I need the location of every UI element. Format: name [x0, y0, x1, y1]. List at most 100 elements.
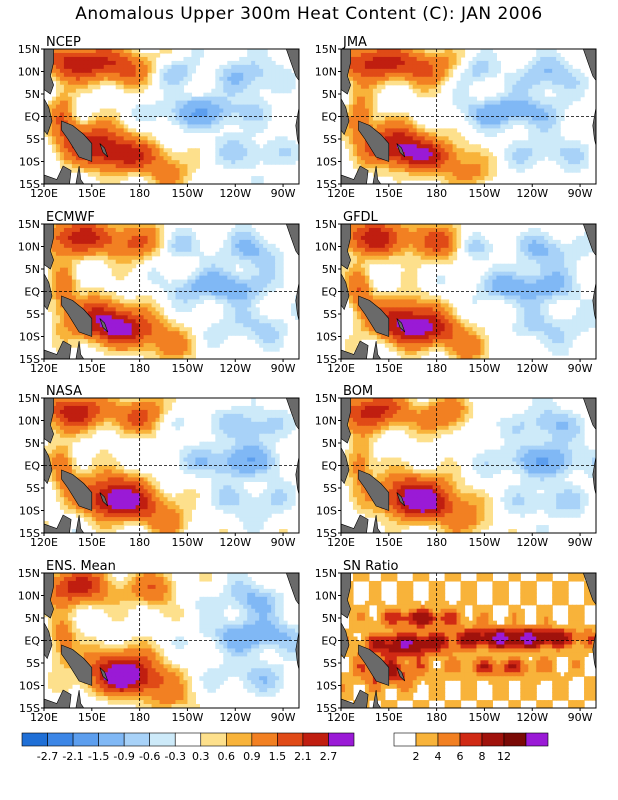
- heatmap-cell: [271, 323, 276, 328]
- heatmap-cell: [139, 112, 145, 118]
- heatmap-cell: [51, 307, 57, 312]
- heatmap-cell: [516, 72, 521, 78]
- heatmap-cell: [400, 148, 406, 153]
- heatmap-cell: [548, 152, 553, 157]
- heatmap-cell: [392, 136, 398, 141]
- heatmap-cell: [259, 148, 264, 153]
- heatmap-cell: [271, 275, 276, 281]
- heatmap-cell: [416, 247, 422, 253]
- heatmap-cell: [368, 227, 374, 233]
- heatmap-cell: [392, 227, 398, 233]
- heatmap-cell: [243, 259, 248, 265]
- heatmap-cell: [195, 295, 200, 301]
- heatmap-cell: [512, 140, 517, 145]
- heatmap-cell: [348, 92, 354, 98]
- heatmap-cell: [103, 180, 109, 184]
- heatmap-cell: [436, 255, 442, 261]
- heatmap-cell: [376, 49, 382, 54]
- heatmap-cell: [348, 243, 354, 249]
- heatmap-cell: [400, 76, 406, 82]
- heatmap-cell: [143, 176, 149, 181]
- heatmap-cell: [139, 247, 145, 253]
- heatmap-cell: [420, 247, 426, 253]
- heatmap-cell: [227, 295, 232, 301]
- heatmap-cell: [219, 279, 224, 285]
- heatmap-cell: [516, 88, 521, 94]
- heatmap-cell: [231, 76, 236, 82]
- heatmap-cell: [63, 283, 69, 289]
- heatmap-cell: [255, 295, 260, 301]
- land-mass: [341, 98, 350, 136]
- heatmap-cell: [91, 343, 97, 348]
- heatmap-cell: [123, 76, 129, 82]
- heatmap-cell: [183, 72, 189, 78]
- heatmap-cell: [408, 64, 414, 70]
- heatmap-cell: [364, 148, 370, 153]
- heatmap-cell: [175, 120, 181, 126]
- heatmap-cell: [175, 84, 181, 90]
- heatmap-cell: [576, 152, 581, 157]
- heatmap-cell: [259, 49, 264, 54]
- heatmap-cell: [372, 60, 378, 66]
- heatmap-cell: [468, 96, 474, 102]
- heatmap-cell: [99, 335, 105, 340]
- heatmap-cell: [211, 267, 216, 273]
- heatmap-cell: [139, 152, 145, 157]
- heatmap-cell: [155, 176, 161, 181]
- heatmap-cell: [103, 303, 109, 308]
- heatmap-cell: [227, 315, 232, 320]
- heatmap-cell: [271, 283, 276, 289]
- heatmap-cell: [223, 311, 228, 316]
- heatmap-cell: [115, 347, 121, 352]
- heatmap-cell: [191, 283, 196, 289]
- heatmap-cell: [388, 172, 394, 177]
- heatmap-cell: [167, 156, 173, 161]
- heatmap-cell: [139, 172, 145, 177]
- heatmap-cell: [235, 164, 240, 169]
- heatmap-cell: [215, 124, 220, 130]
- heatmap-cell: [59, 96, 65, 102]
- heatmap-cell: [111, 160, 117, 165]
- heatmap-cell: [404, 60, 410, 66]
- heatmap-cell: [532, 160, 537, 165]
- heatmap-cell: [123, 132, 129, 137]
- heatmap-cell: [360, 80, 366, 86]
- heatmap-cell: [263, 60, 268, 66]
- heatmap-cell: [420, 136, 426, 141]
- heatmap-cell: [51, 259, 57, 265]
- heatmap-cell: [67, 88, 73, 94]
- land-mass: [275, 224, 299, 257]
- heatmap-cell: [83, 335, 89, 340]
- heatmap-cell: [199, 263, 204, 269]
- heatmap-cell: [404, 52, 410, 58]
- heatmap-cell: [556, 251, 561, 257]
- heatmap-cell: [372, 108, 378, 114]
- heatmap-cell: [536, 227, 541, 233]
- heatmap-cell: [568, 259, 573, 265]
- heatmap-cell: [368, 255, 374, 261]
- heatmap-cell: [464, 176, 470, 181]
- heatmap-cell: [528, 148, 533, 153]
- heatmap-cell: [392, 156, 398, 161]
- heatmap-cell: [424, 224, 430, 229]
- heatmap-cell: [147, 148, 153, 153]
- heatmap-cell: [576, 88, 581, 94]
- heatmap-cell: [408, 251, 414, 257]
- heatmap-cell: [99, 227, 105, 233]
- heatmap-cell: [91, 299, 97, 305]
- heatmap-cell: [428, 224, 434, 229]
- heatmap-cell: [267, 108, 272, 114]
- heatmap-cell: [420, 84, 426, 90]
- heatmap-cell: [251, 251, 256, 257]
- heatmap-cell: [231, 88, 236, 94]
- heatmap-cell: [356, 136, 362, 141]
- heatmap-cell: [71, 235, 77, 241]
- heatmap-cell: [143, 132, 149, 137]
- heatmap-cell: [247, 267, 252, 273]
- heatmap-cell: [103, 339, 109, 344]
- heatmap-cell: [91, 235, 97, 241]
- heatmap-cell: [147, 307, 153, 312]
- heatmap-cell: [227, 136, 232, 141]
- heatmap-cell: [432, 64, 438, 70]
- heatmap-cell: [460, 96, 466, 102]
